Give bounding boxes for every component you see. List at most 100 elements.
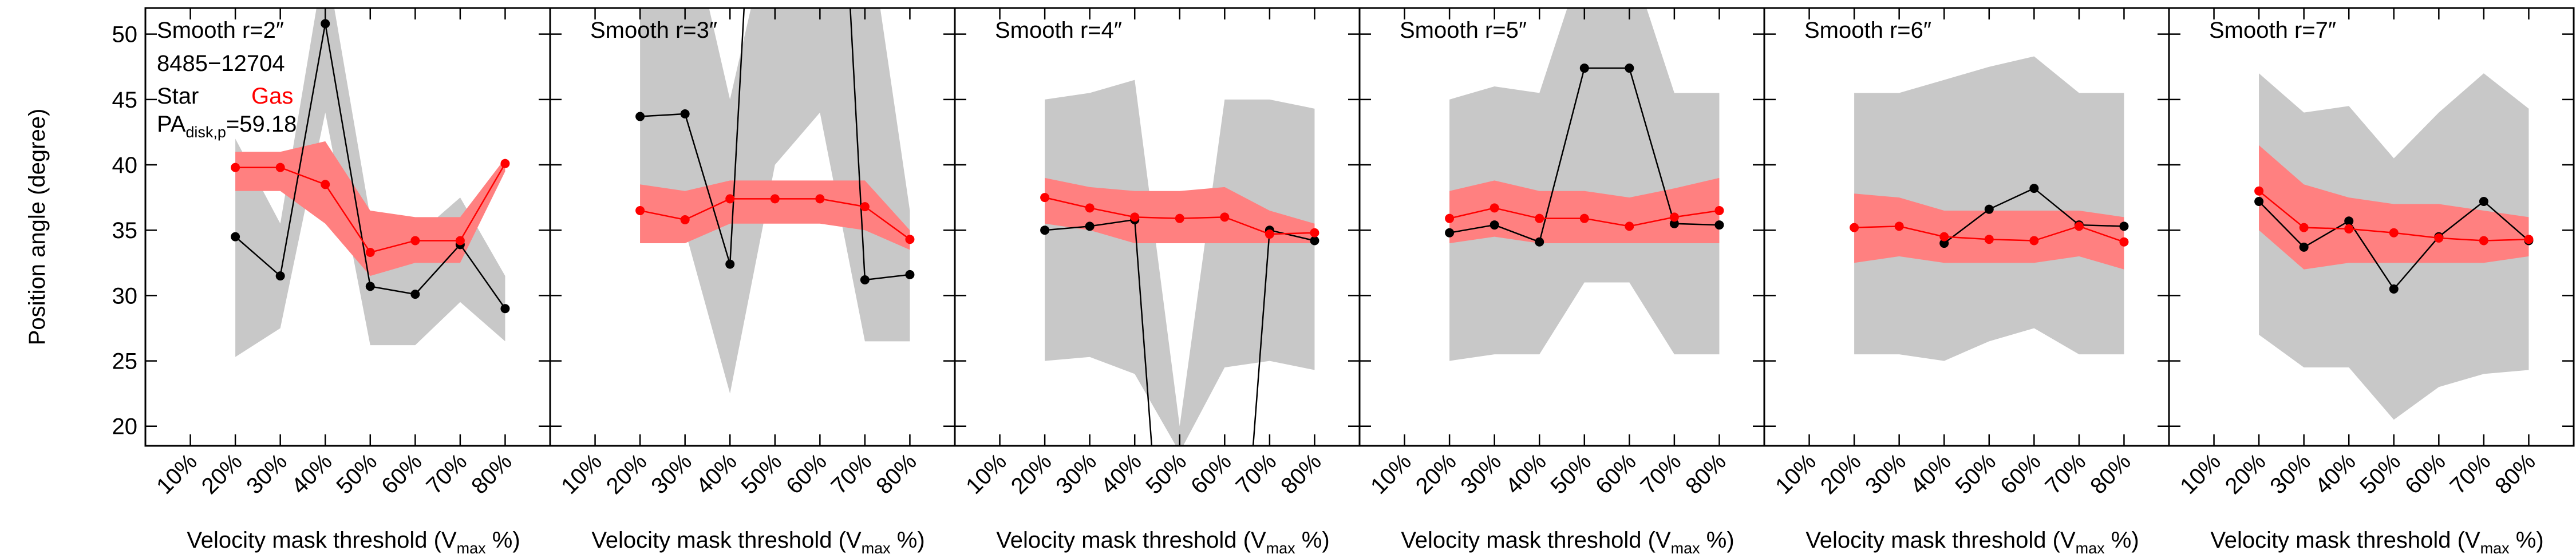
data-point bbox=[1535, 213, 1544, 223]
x-tick-label: 30% bbox=[1860, 449, 1911, 499]
x-tick-label: 80% bbox=[871, 449, 922, 499]
x-tick-label: 20% bbox=[1411, 449, 1461, 499]
data-point bbox=[2479, 236, 2488, 246]
x-axis-label-main: Velocity mask threshold (V bbox=[1805, 528, 2076, 553]
x-axis-label-tail: %) bbox=[891, 528, 925, 553]
plot-area bbox=[2254, 73, 2534, 420]
x-tick-label: 20% bbox=[197, 449, 247, 499]
data-point bbox=[680, 109, 690, 118]
data-point bbox=[1490, 203, 1499, 213]
x-tick-label: 70% bbox=[422, 449, 472, 499]
data-point bbox=[2119, 237, 2129, 247]
data-point bbox=[635, 112, 645, 121]
data-point bbox=[905, 235, 915, 244]
data-point bbox=[2029, 184, 2039, 193]
x-axis-label-tail: %) bbox=[486, 528, 520, 553]
band bbox=[1449, 8, 1720, 361]
x-tick-label: 10% bbox=[1771, 449, 1821, 499]
data-point bbox=[231, 163, 240, 172]
data-point bbox=[1445, 228, 1455, 238]
data-point bbox=[1040, 193, 1050, 203]
x-tick-label: 40% bbox=[287, 449, 337, 499]
data-point bbox=[1714, 220, 1724, 230]
data-point bbox=[2389, 284, 2399, 294]
data-point bbox=[2524, 235, 2534, 244]
x-tick-label: 50% bbox=[1546, 449, 1596, 499]
pa-annotation-sub: disk,p bbox=[185, 124, 226, 141]
data-point bbox=[1714, 205, 1724, 215]
data-point bbox=[500, 304, 510, 314]
x-tick-label: 20% bbox=[602, 449, 652, 499]
x-tick-label: 10% bbox=[556, 449, 607, 499]
panel-title: Smooth r=6″ bbox=[1804, 18, 1931, 43]
x-tick-label: 40% bbox=[1501, 449, 1551, 499]
x-tick-label: 80% bbox=[467, 449, 517, 499]
band bbox=[1854, 193, 2124, 270]
x-axis-label-sub: max bbox=[1266, 540, 1296, 557]
data-point bbox=[2434, 233, 2444, 243]
data-point bbox=[1939, 239, 1949, 248]
data-point bbox=[1220, 212, 1230, 222]
x-axis-label-main: Velocity mask threshold (V bbox=[187, 528, 457, 553]
data-point bbox=[1850, 223, 1859, 232]
y-tick-label: 35 bbox=[112, 218, 138, 243]
plot-area bbox=[1445, 8, 1724, 361]
data-point bbox=[1445, 213, 1455, 223]
data-point bbox=[1310, 228, 1319, 238]
data-point bbox=[1984, 204, 1994, 214]
data-point bbox=[1265, 229, 1274, 239]
plot-area bbox=[1040, 80, 1319, 446]
x-tick-label: 50% bbox=[1950, 449, 2001, 499]
band bbox=[1045, 177, 1315, 244]
x-tick-label: 60% bbox=[781, 449, 832, 499]
data-point bbox=[500, 159, 510, 168]
x-tick-label: 10% bbox=[1366, 449, 1416, 499]
panel-title: Smooth r=5″ bbox=[1400, 18, 1527, 43]
band bbox=[640, 8, 910, 394]
data-point bbox=[275, 163, 285, 172]
data-point bbox=[410, 290, 420, 299]
x-tick-label: 70% bbox=[1231, 449, 1282, 499]
data-point bbox=[1040, 225, 1050, 235]
x-axis-label: Velocity mask threshold (Vmax %) bbox=[187, 528, 520, 557]
x-axis-label-tail: %) bbox=[2105, 528, 2139, 553]
data-point bbox=[2254, 186, 2264, 196]
data-point bbox=[725, 259, 735, 269]
x-tick-label: 50% bbox=[331, 449, 382, 499]
data-point bbox=[2479, 196, 2488, 206]
x-tick-label: 60% bbox=[1996, 449, 2046, 499]
band bbox=[2259, 145, 2529, 270]
y-tick-label: 45 bbox=[112, 88, 138, 113]
data-point bbox=[680, 215, 690, 224]
x-axis-label-tail: %) bbox=[1700, 528, 1735, 553]
x-tick-label: 80% bbox=[2085, 449, 2136, 499]
panel-title: Smooth r=7″ bbox=[2209, 18, 2336, 43]
x-tick-label: 30% bbox=[1051, 449, 1101, 499]
x-tick-label: 30% bbox=[242, 449, 292, 499]
data-point bbox=[1579, 64, 1589, 73]
x-tick-label: 30% bbox=[1456, 449, 1506, 499]
x-axis-label-sub: max bbox=[1671, 540, 1701, 557]
y-tick-label: 30 bbox=[112, 283, 138, 308]
data-point bbox=[2344, 224, 2354, 234]
x-axis-label: Velocity mask threshold (Vmax %) bbox=[1401, 528, 1734, 557]
band bbox=[1449, 177, 1720, 244]
x-axis-label-main: Velocity mask threshold (V bbox=[2210, 528, 2480, 553]
x-tick-label: 20% bbox=[2221, 449, 2271, 499]
panel-title: Smooth r=3″ bbox=[590, 18, 717, 43]
x-axis-label-main: Velocity mask threshold (V bbox=[996, 528, 1266, 553]
data-point bbox=[2074, 221, 2084, 231]
x-tick-label: 70% bbox=[827, 449, 877, 499]
x-tick-label: 60% bbox=[1186, 449, 1236, 499]
x-tick-label: 40% bbox=[692, 449, 742, 499]
data-point bbox=[275, 271, 285, 281]
panel-title: Smooth r=4″ bbox=[995, 18, 1122, 43]
data-point bbox=[1310, 236, 1319, 246]
data-point bbox=[231, 232, 240, 242]
x-axis-label: Velocity mask threshold (Vmax %) bbox=[591, 528, 924, 557]
data-point bbox=[635, 205, 645, 215]
pa-annotation: PAdisk,p=59.18 bbox=[157, 112, 297, 141]
data-point bbox=[455, 236, 465, 246]
data-point bbox=[860, 275, 870, 284]
